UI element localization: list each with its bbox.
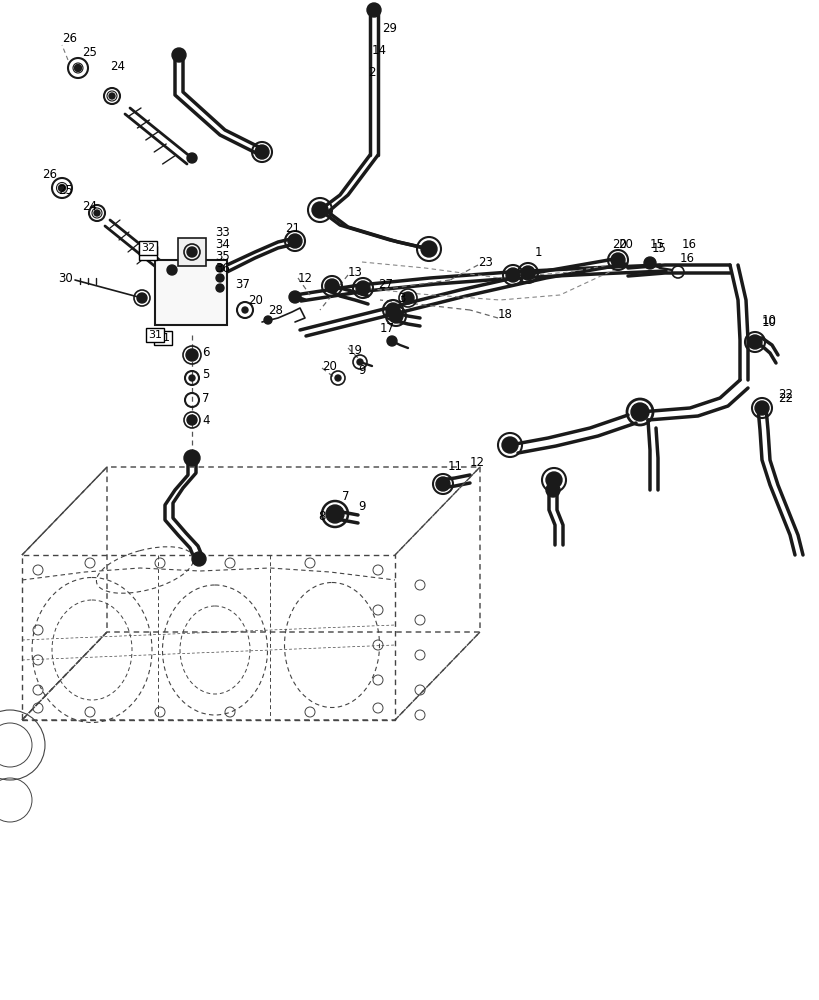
Text: 7: 7 <box>201 391 209 404</box>
Text: 35: 35 <box>215 250 229 263</box>
Circle shape <box>387 336 396 346</box>
Circle shape <box>545 483 559 497</box>
Text: 23: 23 <box>477 255 492 268</box>
Circle shape <box>501 437 518 453</box>
Text: 33: 33 <box>215 227 229 239</box>
Circle shape <box>255 145 269 159</box>
Text: 2: 2 <box>368 66 375 79</box>
Circle shape <box>187 415 197 425</box>
Text: 11: 11 <box>447 460 463 473</box>
Text: 20: 20 <box>611 238 626 251</box>
Circle shape <box>192 552 206 566</box>
Text: 1: 1 <box>534 245 542 258</box>
Text: 19: 19 <box>347 344 363 357</box>
Circle shape <box>288 291 301 303</box>
Circle shape <box>420 241 437 257</box>
Text: 20: 20 <box>322 360 337 372</box>
Text: 16: 16 <box>681 238 696 251</box>
Circle shape <box>754 401 768 415</box>
Circle shape <box>388 309 402 323</box>
Text: 34: 34 <box>215 238 229 251</box>
Circle shape <box>109 93 115 99</box>
Text: 26: 26 <box>62 32 77 45</box>
Text: 20: 20 <box>618 237 632 250</box>
Text: 32: 32 <box>141 248 155 258</box>
Text: 17: 17 <box>379 322 395 334</box>
Circle shape <box>137 293 147 303</box>
Circle shape <box>367 3 381 17</box>
Text: 31: 31 <box>147 330 162 340</box>
Text: 26: 26 <box>42 168 57 181</box>
Circle shape <box>215 284 224 292</box>
Text: 32: 32 <box>141 243 155 253</box>
Circle shape <box>94 210 100 216</box>
Circle shape <box>183 450 200 466</box>
Circle shape <box>545 472 561 488</box>
Text: 24: 24 <box>110 60 124 73</box>
Text: 24: 24 <box>82 200 97 213</box>
Text: 10: 10 <box>761 316 776 328</box>
Text: 21: 21 <box>285 222 300 234</box>
Text: 12: 12 <box>469 456 484 468</box>
Text: 4: 4 <box>201 414 209 426</box>
Text: 8: 8 <box>318 510 325 522</box>
Circle shape <box>242 307 247 313</box>
Circle shape <box>355 281 369 295</box>
Circle shape <box>386 303 400 317</box>
Circle shape <box>335 375 341 381</box>
Text: 36: 36 <box>215 262 229 275</box>
Text: 9: 9 <box>358 499 365 512</box>
Text: 15: 15 <box>651 241 666 254</box>
Circle shape <box>187 153 197 163</box>
Circle shape <box>186 349 197 361</box>
Text: 25: 25 <box>58 184 73 197</box>
Text: 5: 5 <box>201 368 209 381</box>
Text: 18: 18 <box>497 308 512 322</box>
Circle shape <box>747 335 761 349</box>
Circle shape <box>610 253 624 267</box>
Circle shape <box>215 264 224 272</box>
Circle shape <box>215 274 224 282</box>
Text: 31: 31 <box>156 333 170 343</box>
Text: 29: 29 <box>382 22 396 35</box>
Circle shape <box>643 257 655 269</box>
Circle shape <box>356 359 363 365</box>
Circle shape <box>75 65 81 72</box>
Text: 12: 12 <box>297 271 313 284</box>
Circle shape <box>188 375 195 381</box>
Text: 27: 27 <box>378 277 392 290</box>
Circle shape <box>505 268 519 282</box>
Text: 30: 30 <box>58 271 73 284</box>
Text: 13: 13 <box>347 265 363 278</box>
Circle shape <box>58 185 66 192</box>
Circle shape <box>264 316 272 324</box>
Circle shape <box>172 48 186 62</box>
Text: 28: 28 <box>268 304 283 316</box>
Circle shape <box>436 477 450 491</box>
Circle shape <box>287 234 301 248</box>
Text: 14: 14 <box>372 44 387 57</box>
Text: 3: 3 <box>397 292 405 304</box>
Text: 22: 22 <box>777 388 792 401</box>
Circle shape <box>326 505 344 523</box>
Circle shape <box>401 292 414 304</box>
Circle shape <box>187 247 197 257</box>
Text: 6: 6 <box>201 346 209 359</box>
Text: 37: 37 <box>235 278 250 292</box>
Circle shape <box>631 403 648 421</box>
Text: 20: 20 <box>247 294 263 306</box>
Text: 15: 15 <box>649 238 664 251</box>
Circle shape <box>324 279 338 293</box>
Bar <box>155 260 227 325</box>
Text: 25: 25 <box>82 46 97 59</box>
Text: 22: 22 <box>777 391 792 404</box>
Text: 9: 9 <box>358 363 365 376</box>
Text: 16: 16 <box>679 251 695 264</box>
Circle shape <box>311 202 328 218</box>
Circle shape <box>167 265 177 275</box>
Bar <box>178 238 206 266</box>
Circle shape <box>520 266 534 280</box>
Text: 10: 10 <box>761 314 776 326</box>
Text: 7: 7 <box>342 489 349 502</box>
